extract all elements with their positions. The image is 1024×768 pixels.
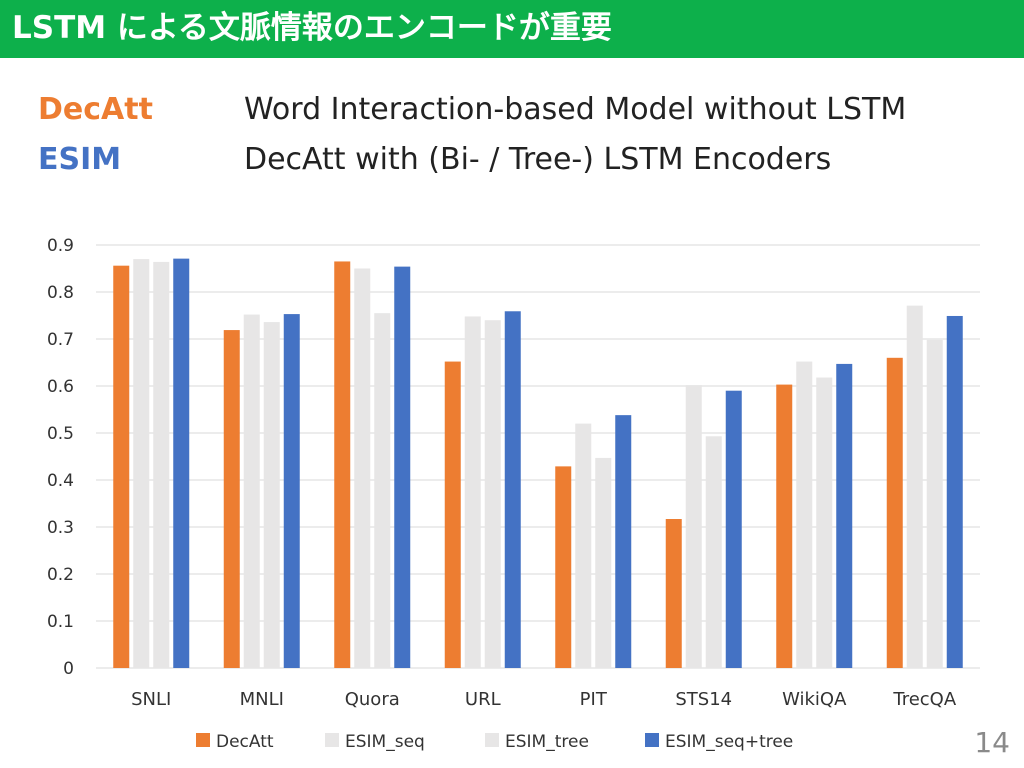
definition-desc-esim: DecAtt with (Bi- / Tree-) LSTM Encoders bbox=[244, 142, 832, 177]
bar-decatt-sts14 bbox=[665, 519, 682, 668]
legend-swatch-esim-seq-tree bbox=[645, 733, 659, 747]
bar-decatt-url bbox=[444, 361, 461, 668]
y-tick-label: 0.4 bbox=[47, 471, 74, 491]
x-tick-label: SNLI bbox=[131, 689, 171, 710]
legend-swatch-decatt bbox=[196, 733, 210, 747]
bar-decatt-trecqa bbox=[886, 357, 903, 668]
y-tick-label: 0 bbox=[63, 659, 74, 679]
slide-title: LSTM による文脈情報のエンコードが重要 bbox=[12, 10, 612, 46]
x-tick-label: MNLI bbox=[240, 689, 284, 710]
x-tick-label: URL bbox=[465, 689, 501, 710]
definition-esim: ESIM DecAtt with (Bi- / Tree-) LSTM Encod… bbox=[38, 140, 831, 180]
page-number: 14 bbox=[974, 726, 1010, 759]
bar-esim-seq-tree-quora bbox=[394, 266, 411, 668]
bar-esim-seq-tree-snli bbox=[173, 258, 190, 668]
bar-esim-seq-mnli bbox=[243, 314, 260, 668]
y-tick-label: 0.3 bbox=[47, 518, 74, 538]
y-tick-label: 0.5 bbox=[47, 424, 74, 444]
bar-esim-seq-tree-pit bbox=[615, 415, 632, 668]
y-tick-label: 0.1 bbox=[47, 612, 74, 632]
bar-esim-seq-tree-mnli bbox=[283, 314, 300, 668]
bar-esim-seq-tree-url bbox=[504, 311, 521, 668]
bar-esim-tree-sts14 bbox=[705, 436, 722, 668]
bar-esim-seq-wikiqa bbox=[796, 361, 813, 668]
definition-term-decatt: DecAtt bbox=[38, 92, 153, 127]
bar-esim-seq-url bbox=[464, 316, 481, 668]
bar-esim-tree-quora bbox=[374, 313, 391, 668]
y-tick-label: 0.6 bbox=[47, 377, 74, 397]
y-tick-label: 0.2 bbox=[47, 565, 74, 585]
definition-term-esim: ESIM bbox=[38, 142, 122, 177]
x-tick-label: STS14 bbox=[675, 689, 732, 710]
definition-decatt: DecAtt Word Interaction-based Model witho… bbox=[38, 90, 906, 130]
bar-esim-tree-url bbox=[484, 320, 501, 668]
bar-decatt-wikiqa bbox=[776, 384, 793, 668]
y-tick-label: 0.7 bbox=[47, 330, 74, 350]
title-bar: LSTM による文脈情報のエンコードが重要 bbox=[0, 0, 1024, 58]
legend-swatch-esim-tree bbox=[485, 733, 499, 747]
bar-decatt-quora bbox=[334, 261, 351, 668]
bar-esim-seq-pit bbox=[575, 423, 592, 668]
x-tick-label: TrecQA bbox=[892, 689, 956, 710]
bar-esim-tree-snli bbox=[153, 261, 170, 668]
bar-esim-seq-sts14 bbox=[685, 385, 702, 668]
bar-esim-seq-quora bbox=[354, 268, 371, 668]
bar-esim-tree-mnli bbox=[263, 322, 280, 668]
bar-decatt-snli bbox=[113, 265, 130, 668]
x-tick-label: PIT bbox=[580, 689, 608, 710]
bar-esim-seq-tree-trecqa bbox=[946, 315, 963, 668]
definition-desc-decatt: Word Interaction-based Model without LST… bbox=[244, 92, 907, 127]
legend-label: ESIM_seq bbox=[345, 732, 425, 752]
legend-label: ESIM_seq+tree bbox=[665, 732, 793, 752]
bar-esim-tree-pit bbox=[595, 457, 612, 668]
bar-esim-seq-snli bbox=[133, 259, 150, 668]
bar-esim-tree-wikiqa bbox=[816, 377, 833, 668]
x-tick-label: WikiQA bbox=[782, 689, 847, 710]
legend-label: ESIM_tree bbox=[505, 732, 589, 752]
legend-label: DecAtt bbox=[216, 732, 274, 752]
bar-decatt-pit bbox=[555, 466, 572, 668]
bar-esim-seq-tree-sts14 bbox=[725, 390, 742, 668]
legend-swatch-esim-seq bbox=[325, 733, 339, 747]
y-tick-label: 0.9 bbox=[47, 236, 74, 256]
x-tick-label: Quora bbox=[345, 689, 400, 710]
bar-decatt-mnli bbox=[223, 330, 240, 668]
y-tick-label: 0.8 bbox=[47, 283, 74, 303]
bar-esim-tree-trecqa bbox=[926, 339, 943, 668]
bar-esim-seq-trecqa bbox=[906, 305, 923, 668]
bar-esim-seq-tree-wikiqa bbox=[836, 363, 853, 668]
